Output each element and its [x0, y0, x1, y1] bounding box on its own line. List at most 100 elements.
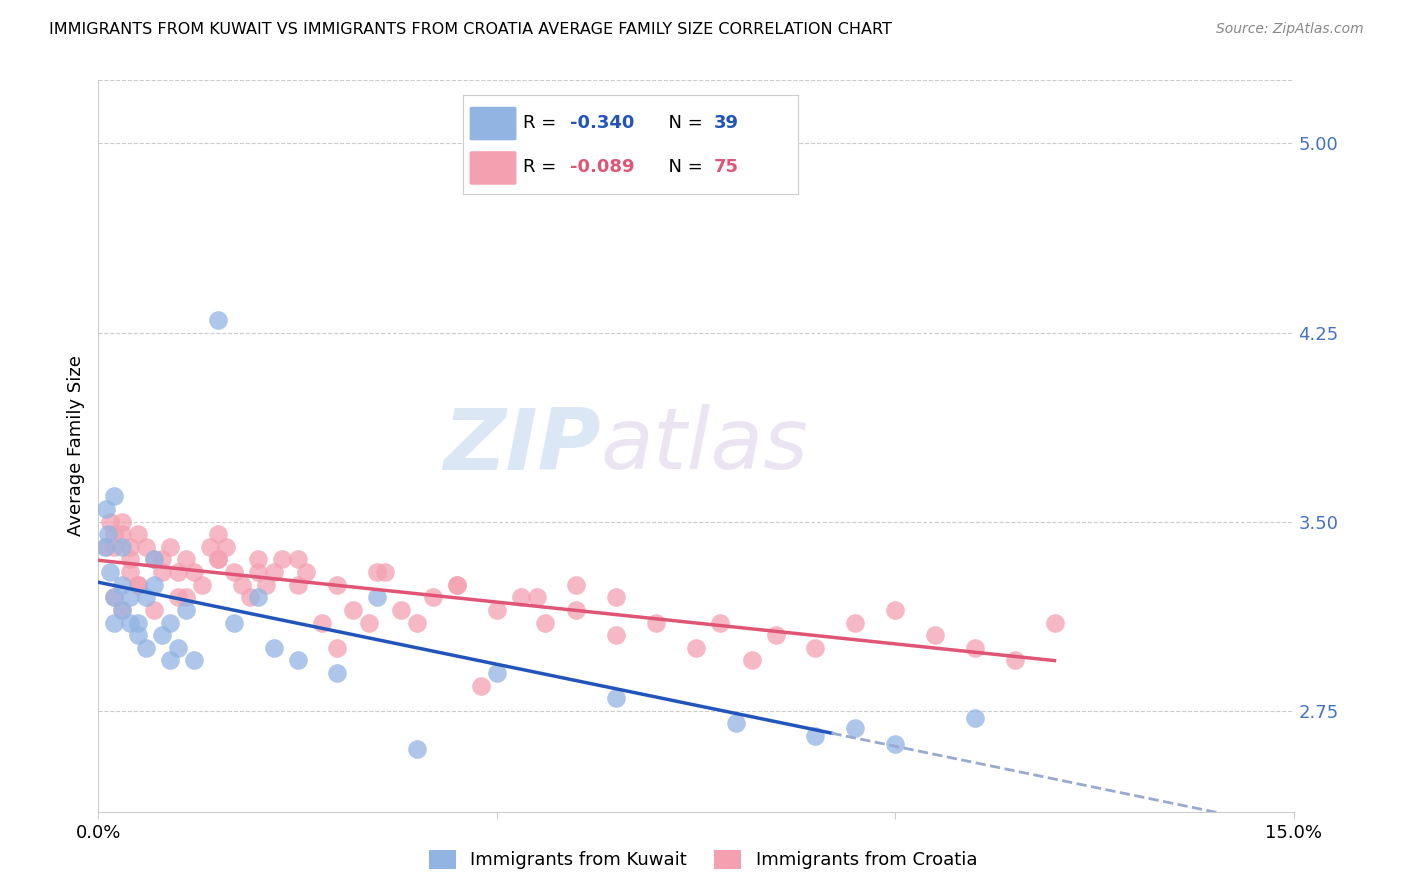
- Point: [389, 603, 412, 617]
- Point: [167, 565, 190, 579]
- Point: [96, 502, 118, 516]
- Point: [1004, 653, 1026, 667]
- Point: [111, 540, 134, 554]
- Point: [1043, 615, 1066, 630]
- Point: [159, 615, 181, 630]
- Point: [485, 665, 508, 680]
- Point: [485, 603, 508, 617]
- Point: [103, 591, 125, 605]
- Point: [103, 540, 125, 554]
- Point: [270, 552, 292, 566]
- Point: [605, 691, 627, 706]
- Point: [143, 552, 166, 566]
- Point: [605, 591, 627, 605]
- Point: [294, 565, 316, 579]
- Point: [111, 603, 134, 617]
- Point: [326, 578, 349, 592]
- Point: [963, 640, 986, 655]
- Point: [804, 729, 827, 743]
- Point: [96, 540, 118, 554]
- Point: [207, 313, 229, 327]
- Point: [183, 565, 205, 579]
- Point: [263, 640, 285, 655]
- Point: [565, 578, 588, 592]
- Point: [183, 653, 205, 667]
- Point: [605, 628, 627, 642]
- Point: [174, 591, 197, 605]
- Point: [191, 578, 214, 592]
- Point: [103, 591, 125, 605]
- Point: [741, 653, 763, 667]
- Point: [724, 716, 747, 731]
- Point: [526, 591, 548, 605]
- Point: [844, 615, 866, 630]
- Text: Source: ZipAtlas.com: Source: ZipAtlas.com: [1216, 22, 1364, 37]
- Point: [765, 628, 787, 642]
- Point: [326, 665, 349, 680]
- Point: [239, 591, 262, 605]
- Point: [326, 640, 349, 655]
- Point: [150, 565, 173, 579]
- Point: [246, 565, 269, 579]
- Point: [120, 615, 142, 630]
- Point: [111, 527, 134, 541]
- Text: ZIP: ZIP: [443, 404, 600, 488]
- Point: [533, 615, 555, 630]
- Point: [111, 515, 134, 529]
- Point: [150, 552, 173, 566]
- Point: [120, 552, 142, 566]
- Point: [127, 578, 149, 592]
- Point: [120, 540, 142, 554]
- Point: [924, 628, 946, 642]
- Point: [98, 515, 122, 529]
- Point: [174, 552, 197, 566]
- Point: [120, 591, 142, 605]
- Point: [207, 552, 229, 566]
- Point: [127, 628, 149, 642]
- Point: [446, 578, 468, 592]
- Point: [127, 527, 149, 541]
- Point: [645, 615, 668, 630]
- Point: [215, 540, 238, 554]
- Point: [804, 640, 827, 655]
- Point: [143, 552, 166, 566]
- Point: [167, 591, 190, 605]
- Point: [422, 591, 444, 605]
- Point: [120, 565, 142, 579]
- Point: [311, 615, 333, 630]
- Point: [359, 615, 381, 630]
- Point: [374, 565, 396, 579]
- Point: [246, 591, 269, 605]
- Point: [222, 615, 245, 630]
- Point: [342, 603, 364, 617]
- Point: [884, 603, 907, 617]
- Point: [207, 527, 229, 541]
- Point: [103, 615, 125, 630]
- Point: [366, 591, 388, 605]
- Point: [222, 565, 245, 579]
- Point: [94, 540, 117, 554]
- Point: [406, 615, 429, 630]
- Point: [207, 552, 229, 566]
- Point: [709, 615, 731, 630]
- Point: [509, 591, 531, 605]
- Legend: Immigrants from Kuwait, Immigrants from Croatia: Immigrants from Kuwait, Immigrants from …: [420, 841, 986, 879]
- Point: [143, 603, 166, 617]
- Point: [111, 578, 134, 592]
- Point: [135, 591, 157, 605]
- Point: [143, 578, 166, 592]
- Point: [103, 490, 125, 504]
- Point: [111, 603, 134, 617]
- Point: [446, 578, 468, 592]
- Point: [135, 640, 157, 655]
- Point: [287, 578, 309, 592]
- Point: [103, 527, 125, 541]
- Point: [97, 527, 120, 541]
- Point: [174, 603, 197, 617]
- Text: atlas: atlas: [600, 404, 808, 488]
- Point: [366, 565, 388, 579]
- Y-axis label: Average Family Size: Average Family Size: [66, 356, 84, 536]
- Point: [159, 540, 181, 554]
- Point: [884, 737, 907, 751]
- Point: [159, 653, 181, 667]
